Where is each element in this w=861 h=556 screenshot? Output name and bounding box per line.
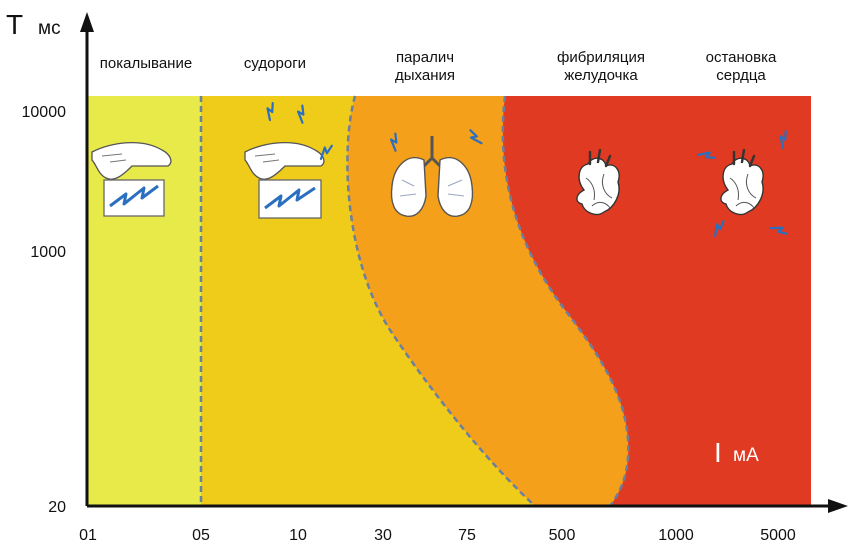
x-tick-label: 1000	[658, 527, 694, 544]
current-label: I	[714, 437, 722, 468]
x-tick-label: 05	[192, 527, 210, 544]
zone-label: покалывание	[100, 55, 192, 72]
x-tick-labels: 01 05 10 30 75 500 1000 5000	[79, 527, 796, 544]
lungs-icon	[386, 127, 483, 217]
x-tick-label: 10	[289, 527, 307, 544]
y-tick-labels: 10000 1000 20	[22, 104, 67, 516]
zone-label: сердца	[716, 67, 766, 84]
x-tick-label: 75	[458, 527, 476, 544]
y-tick-label: 1000	[30, 244, 66, 261]
zone-label: судороги	[244, 55, 306, 72]
zone-label: дыхания	[395, 67, 455, 84]
x-tick-label: 5000	[760, 527, 796, 544]
current-unit: мА	[733, 445, 759, 466]
y-axis-unit: мс	[38, 18, 61, 39]
zone-label: паралич	[396, 49, 454, 66]
y-axis-label: T	[6, 9, 23, 40]
zone-label: фибриляция	[557, 49, 645, 66]
zone-label: остановка	[706, 49, 777, 66]
zone-label: желудочка	[564, 67, 638, 84]
y-tick-label: 20	[48, 499, 66, 516]
x-tick-label: 01	[79, 527, 97, 544]
x-axis-arrow	[828, 499, 848, 513]
x-tick-label: 500	[549, 527, 576, 544]
hand-zap-strong-icon	[244, 101, 336, 219]
boundary-fibrillation	[501, 95, 630, 507]
y-tick-label: 10000	[22, 104, 67, 121]
y-axis-arrow	[80, 12, 94, 32]
hand-zap-icon	[91, 141, 172, 217]
boundary-paralysis	[346, 95, 536, 507]
x-tick-label: 30	[374, 527, 392, 544]
